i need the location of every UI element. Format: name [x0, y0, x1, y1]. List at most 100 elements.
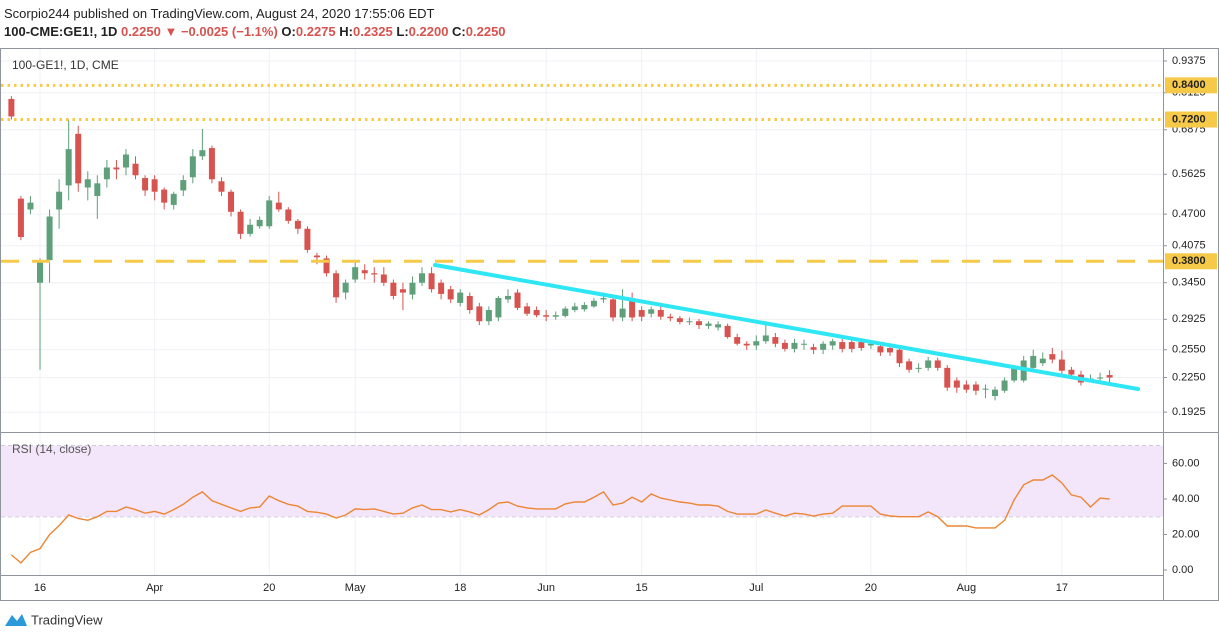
- candle-body: [189, 156, 196, 178]
- candle-body: [409, 282, 416, 295]
- candle-body: [8, 98, 15, 117]
- candle-body: [1106, 375, 1113, 378]
- candle-body: [218, 181, 225, 192]
- symbol: 100-CME:GE1!, 1D: [4, 24, 117, 39]
- candle-body: [142, 178, 149, 191]
- candle-body: [1058, 359, 1065, 371]
- candle-body: [600, 298, 607, 300]
- x-tick-label: Jun: [537, 582, 555, 594]
- candle-body: [447, 289, 454, 300]
- candle-body: [886, 348, 893, 353]
- price-pane-title: 100-GE1!, 1D, CME: [12, 58, 119, 72]
- candle-body: [839, 342, 846, 349]
- candle-body: [371, 273, 378, 275]
- candle-body: [648, 309, 655, 314]
- candle-body: [953, 380, 960, 388]
- level-label: 0.7200: [1172, 113, 1206, 125]
- candle-body: [1001, 380, 1008, 391]
- candle-body: [428, 273, 435, 290]
- candle-body: [1039, 358, 1046, 364]
- candle-body: [676, 318, 683, 322]
- candle-body: [457, 292, 464, 303]
- candle-body: [333, 273, 340, 298]
- candle-body: [858, 342, 865, 349]
- x-tick-label: 20: [263, 582, 275, 594]
- candle-body: [543, 315, 550, 317]
- x-tick-label: 17: [1056, 582, 1068, 594]
- candle-body: [772, 337, 779, 344]
- candle-body: [390, 282, 397, 296]
- candle-body: [65, 149, 72, 186]
- last-price: 0.2250: [121, 24, 161, 39]
- y-tick-label: 0.2925: [1172, 313, 1206, 325]
- candle-body: [619, 308, 626, 318]
- candle-body: [810, 347, 817, 350]
- candle-body: [743, 343, 750, 346]
- candle-body: [84, 179, 91, 188]
- candle-body: [1097, 377, 1104, 379]
- level-label-box: [1165, 111, 1217, 128]
- candle-body: [485, 310, 492, 322]
- candle-body: [705, 323, 712, 326]
- candle-body: [610, 299, 617, 318]
- candle-body: [791, 342, 798, 349]
- candle-body: [256, 219, 263, 227]
- candle-body: [56, 191, 63, 210]
- byline: Scorpio244 published on TradingView.com,…: [4, 6, 435, 21]
- ohlc-label: L:: [396, 24, 408, 39]
- candle-body: [762, 335, 769, 342]
- candle-body: [848, 342, 855, 349]
- axes: 16Apr20May18Jun15Jul20Aug170.93750.81250…: [34, 55, 1217, 594]
- candle-body: [380, 274, 387, 283]
- candle-body: [982, 388, 989, 390]
- byline-text: Scorpio244 published on TradingView.com,…: [4, 6, 435, 21]
- candle-body: [151, 179, 158, 192]
- candle-body: [113, 167, 120, 170]
- ohlc-value: 0.2325: [353, 24, 393, 39]
- y-tick-label: 0.4075: [1172, 240, 1206, 252]
- candle-body: [304, 228, 311, 250]
- candle-body: [419, 273, 426, 283]
- candle-body: [1030, 355, 1037, 368]
- candle-body: [829, 341, 836, 346]
- candle-body: [925, 360, 932, 368]
- logo-icon: [5, 614, 27, 626]
- x-tick-label: 18: [454, 582, 466, 594]
- y-tick-label: 0.5625: [1172, 168, 1206, 180]
- candle-body: [590, 300, 597, 307]
- candle-body: [122, 154, 129, 168]
- candle-body: [285, 209, 292, 221]
- ohlc-value: 0.2275: [296, 24, 336, 39]
- candle-body: [695, 321, 702, 326]
- candle-body: [399, 289, 406, 293]
- ohlc-value: 0.2250: [466, 24, 506, 39]
- candle-body: [438, 282, 445, 294]
- candle-body: [724, 325, 731, 338]
- y-tick-label: 0.9375: [1172, 55, 1206, 67]
- candle-body: [944, 367, 951, 388]
- candle-body: [342, 282, 349, 293]
- candle-body: [75, 133, 82, 184]
- rsi-line: [10, 474, 1110, 564]
- candle-body: [313, 255, 320, 258]
- x-tick-label: Jul: [749, 582, 763, 594]
- candle-body: [896, 349, 903, 364]
- down-arrow: ▼: [164, 24, 177, 39]
- candle-body: [504, 295, 511, 300]
- candle-body: [686, 321, 693, 323]
- candle-body: [638, 310, 645, 317]
- candle-body: [963, 384, 970, 390]
- candle-body: [820, 343, 827, 350]
- candle-body: [1011, 367, 1018, 381]
- candle-body: [466, 295, 473, 311]
- candle-body: [208, 148, 215, 180]
- candle-body: [972, 384, 979, 391]
- y-tick-label: 60.00: [1172, 457, 1200, 469]
- candle-body: [199, 150, 206, 157]
- candle-body: [992, 389, 999, 397]
- trend-line: [433, 263, 1140, 391]
- candle-body: [934, 360, 941, 368]
- price-change: −0.0025 (−1.1%): [181, 24, 278, 39]
